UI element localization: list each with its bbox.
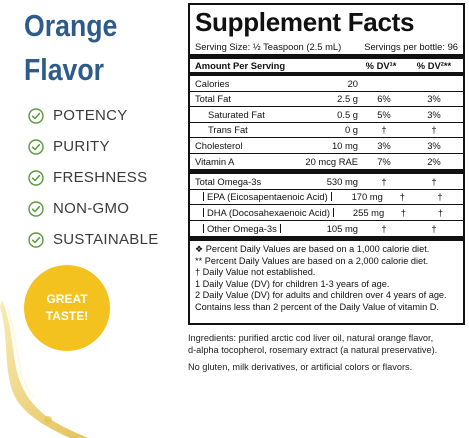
footnote: ❖ Percent Daily Values are based on a 1,… <box>195 244 430 254</box>
nutrient-amount: 20 <box>347 77 358 89</box>
nutrient-amount: 20 mcg RAE <box>305 155 358 167</box>
allergen-statement: No gluten, milk derivatives, or artifici… <box>188 361 413 372</box>
nutrient-amount: 2.5 g <box>337 93 358 105</box>
ingredients-line: Ingredients: purified arctic cod liver o… <box>188 333 434 343</box>
nutrient-amount: 0.5 g <box>337 108 358 120</box>
nutrient-dv1: † <box>400 206 406 218</box>
nutrient-name: Vitamin A <box>195 155 235 167</box>
footnote: Contains less than 2 percent of the Dail… <box>195 301 439 312</box>
check-circle-icon <box>28 169 44 186</box>
badge-line2: TASTE! <box>45 309 89 323</box>
header-amount-per-serving: Amount Per Serving <box>195 59 286 71</box>
nutrient-dv2: 3% <box>427 93 441 105</box>
nutrient-dv2: 3% <box>427 108 441 120</box>
nutrient-name: Cholesterol <box>195 139 243 151</box>
nutrient-dv2: † <box>431 175 437 187</box>
footnote: ** Percent Daily Values are based on a 2… <box>195 255 429 266</box>
nutrient-dv2: 2% <box>427 155 441 167</box>
nutrient-amount: 0 g <box>344 124 358 136</box>
footnote: 1 Daily Value (DV) for children 1-3 year… <box>195 278 390 289</box>
nutrient-dv1: † <box>381 124 387 136</box>
facts-row-total-omega-3s: Total Omega-3s 530 mg † † <box>190 174 463 190</box>
nutrient-dv2: † <box>437 206 443 218</box>
facts-footnotes: ❖ Percent Daily Values are based on a 1,… <box>190 241 463 314</box>
nutrient-dv1: 5% <box>377 108 391 120</box>
nutrient-dv1: 3% <box>377 139 391 151</box>
facts-row-dha: DHA (Docosahexaenoic Acid) 255 mg † † <box>190 205 463 221</box>
nutrient-dv1: 7% <box>377 155 391 167</box>
facts-header-row: Amount Per Serving % DV¹* % DV²** <box>190 59 463 73</box>
header-dv1: % DV¹* <box>365 59 397 71</box>
nutrient-amount: 10 mg <box>331 139 358 151</box>
nutrient-name: Other Omega-3s <box>203 223 281 233</box>
claim-label: PURITY <box>53 138 110 155</box>
nutrient-amount: 530 mg <box>326 175 358 187</box>
flavor-title: Orange Flavor <box>24 4 162 92</box>
badge-line1: GREAT <box>46 292 88 306</box>
nutrient-amount: 105 mg <box>326 222 358 234</box>
nutrient-dv1: † <box>381 175 387 187</box>
nutrient-dv2: † <box>431 222 437 234</box>
nutrient-name: Saturated Fat <box>208 108 265 120</box>
facts-row-epa: EPA (Eicosapentaenoic Acid) 170 mg † † <box>190 190 463 205</box>
ingredients-text: Ingredients: purified arctic cod liver o… <box>188 333 468 373</box>
nutrient-dv2: † <box>431 124 437 136</box>
check-circle-icon <box>28 138 44 155</box>
claim-label: POTENCY <box>53 107 128 124</box>
serving-info: Serving Size: ½ Teaspoon (2.5 mL) Servin… <box>195 39 458 54</box>
nutrient-name: Total Omega-3s <box>195 175 262 187</box>
footnote: 2 Daily Value (DV) for adults and childr… <box>195 290 447 301</box>
claim-item-purity: PURITY <box>28 131 188 162</box>
claim-item-freshness: FRESHNESS <box>28 162 188 193</box>
check-circle-icon <box>28 231 44 248</box>
nutrient-name: EPA (Eicosapentaenoic Acid) <box>203 192 332 201</box>
flavor-title-line1: Orange <box>24 8 118 43</box>
facts-row-total-fat: Total Fat 2.5 g 6% 3% <box>190 92 463 107</box>
check-circle-icon <box>28 107 44 124</box>
nutrient-dv1: † <box>399 191 405 203</box>
flavor-title-line2: Flavor <box>24 52 105 87</box>
check-circle-icon <box>28 200 44 217</box>
nutrient-name: Calories <box>195 77 230 89</box>
thick-rule <box>190 54 463 59</box>
great-taste-badge: GREAT TASTE! <box>24 265 110 351</box>
thick-rule <box>190 169 463 174</box>
facts-row-calories: Calories 20 <box>190 76 463 92</box>
claim-label: FRESHNESS <box>53 169 148 186</box>
nutrient-amount: 255 mg <box>352 206 385 218</box>
claim-label: NON-GMO <box>53 200 130 217</box>
claim-label: SUSTAINABLE <box>53 231 159 248</box>
footnote: † Daily Value not established. <box>195 267 316 278</box>
serving-size: Serving Size: ½ Teaspoon (2.5 mL) <box>195 41 342 52</box>
facts-title: Supplement Facts <box>195 7 415 37</box>
nutrient-dv2: 3% <box>427 139 441 151</box>
nutrient-dv1: 6% <box>377 93 391 105</box>
claim-item-non-gmo: NON-GMO <box>28 193 188 224</box>
header-dv2: % DV²** <box>416 59 452 71</box>
facts-row-vitamin-a: Vitamin A 20 mcg RAE 7% 2% <box>190 154 463 170</box>
supplement-facts-panel: Supplement Facts Serving Size: ½ Teaspoo… <box>188 3 465 325</box>
facts-row-saturated-fat: Saturated Fat 0.5 g 5% 3% <box>190 107 463 123</box>
nutrient-dv2: † <box>437 191 443 203</box>
oil-drop-icon <box>0 300 88 438</box>
claims-list: POTENCY PURITY FRESHNESS NON-GMO SUSTAIN… <box>28 100 188 255</box>
claim-item-potency: POTENCY <box>28 100 188 131</box>
nutrient-amount: 170 mg <box>351 191 383 203</box>
nutrient-name: Total Fat <box>195 93 231 105</box>
nutrient-dv1: † <box>381 222 387 234</box>
ingredients-line: d-alpha tocopherol, rosemary extract (a … <box>188 344 438 355</box>
mid-rule <box>190 73 463 76</box>
nutrient-name: DHA (Docosahexaenoic Acid) <box>203 207 334 217</box>
servings-per-bottle: Servings per bottle: 96 <box>364 41 458 52</box>
thick-rule <box>190 236 463 241</box>
claim-item-sustainable: SUSTAINABLE <box>28 224 188 255</box>
nutrient-name: Trans Fat <box>208 124 248 136</box>
facts-row-other-omega-3s: Other Omega-3s 105 mg † † <box>190 221 463 237</box>
facts-row-trans-fat: Trans Fat 0 g † † <box>190 123 463 138</box>
facts-row-cholesterol: Cholesterol 10 mg 3% 3% <box>190 138 463 154</box>
